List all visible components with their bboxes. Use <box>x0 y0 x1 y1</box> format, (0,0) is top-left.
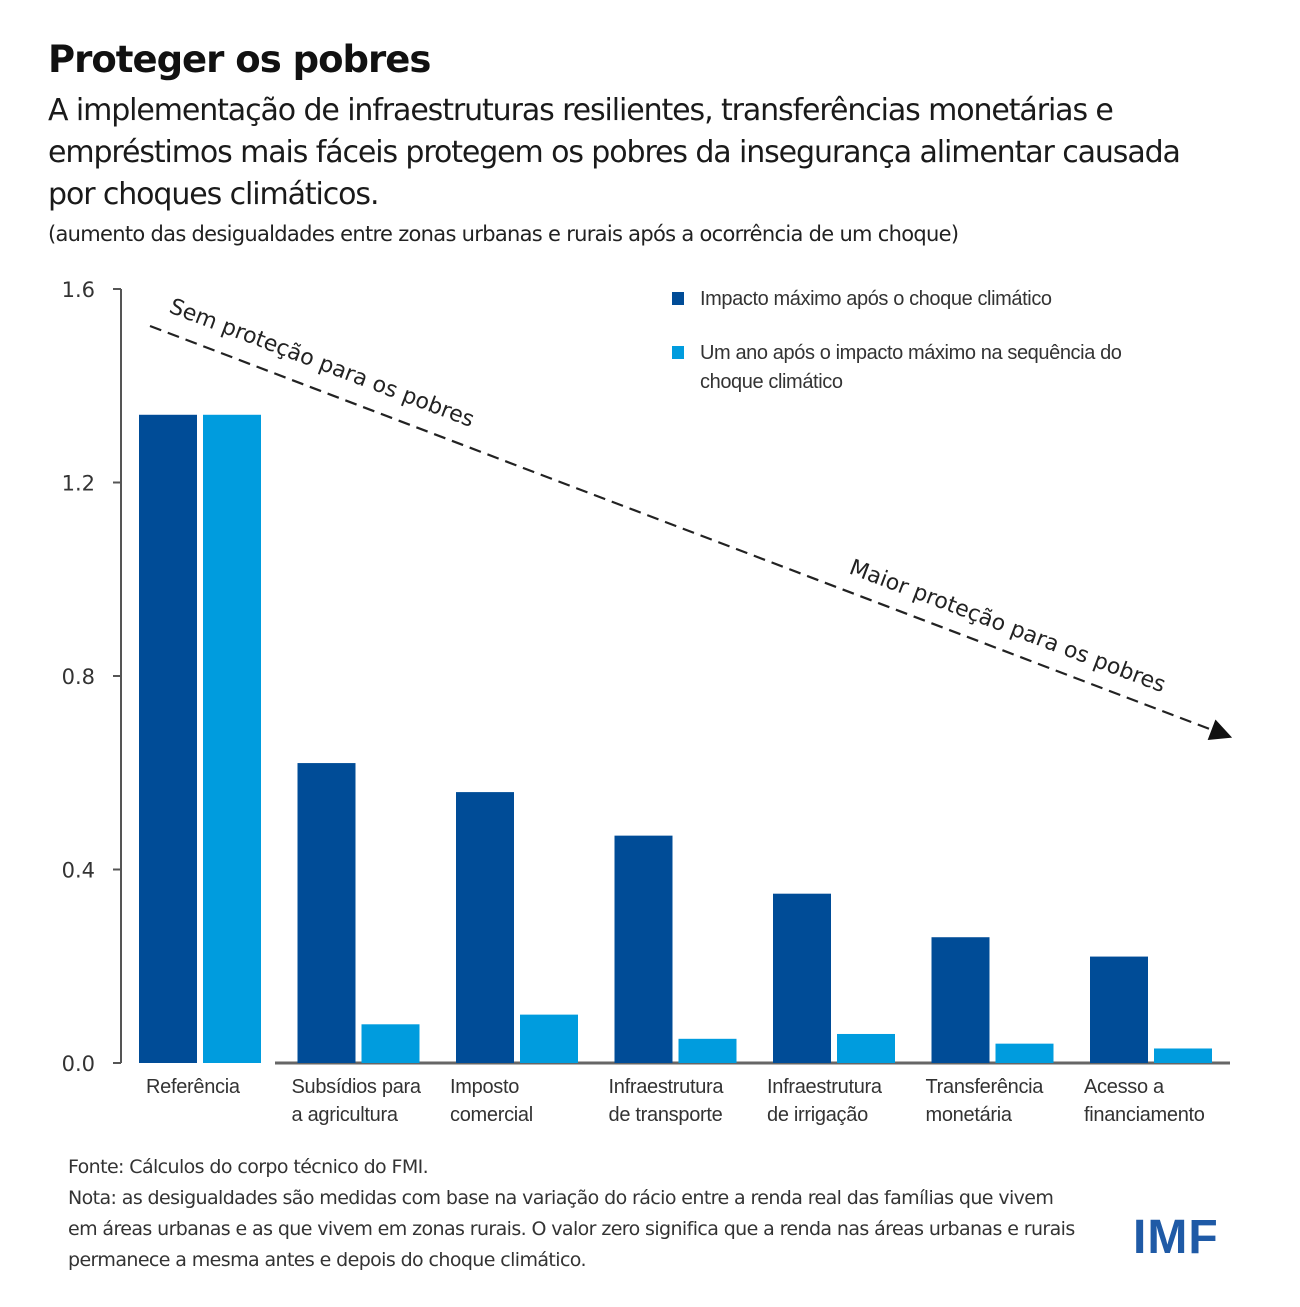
y-tick-label: 1.6 <box>62 278 95 302</box>
x-tick-label: Subsídios para a agricultura <box>292 1076 422 1126</box>
bar-peak-impact <box>139 414 197 1063</box>
bar-one-year-after <box>995 1043 1054 1063</box>
bar-one-year-after <box>837 1033 895 1063</box>
imf-logo: IMF <box>1133 1211 1219 1264</box>
x-tick-label: Infraestrutura de transporte <box>609 1076 725 1126</box>
bar-peak-impact <box>773 893 831 1063</box>
x-tick-label: Infraestrutura de irrigação <box>767 1076 883 1126</box>
x-tick-label: Transferência monetária <box>926 1076 1045 1126</box>
bar-peak-impact <box>1090 956 1148 1063</box>
bar-one-year-after <box>361 1024 420 1063</box>
chart-subtitle: A implementação de infraestruturas resil… <box>48 93 1181 212</box>
bar-peak-impact <box>614 835 673 1063</box>
bars <box>139 414 1212 1063</box>
bar-peak-impact <box>456 792 514 1063</box>
bar-peak-impact <box>297 763 356 1063</box>
dashed-arrow-line <box>149 324 1233 741</box>
bar-one-year-after <box>678 1038 737 1063</box>
chart-units-note: (aumento das desigualdades entre zonas u… <box>48 222 959 246</box>
arrow-start-label: Sem proteção para os pobres <box>166 294 478 433</box>
legend: Impacto máximo após o choque climático Um… <box>672 288 1122 393</box>
methodology-note: Nota: as desigualdades são medidas com b… <box>68 1187 1075 1271</box>
y-tick-label: 0.0 <box>62 1052 95 1076</box>
bar-one-year-after <box>520 1014 578 1063</box>
bar-chart: 0.0 0.4 0.8 1.2 1.6 Referência Subsídios para… <box>62 278 1233 1126</box>
legend-label: Um ano após o impacto máximo na sequênci… <box>700 342 1122 393</box>
x-tick-label: Referência <box>146 1076 241 1098</box>
x-tick-labels: Referência Subsídios para a agricultura Imp… <box>146 1076 1205 1126</box>
legend-label: Impacto máximo após o choque climático <box>700 288 1052 310</box>
bar-one-year-after <box>203 414 261 1063</box>
axes: 0.0 0.4 0.8 1.2 1.6 <box>62 278 1230 1076</box>
x-tick-label: Imposto comercial <box>450 1076 533 1126</box>
bar-one-year-after <box>1154 1048 1212 1063</box>
arrow-end-label: Maior proteção para os pobres <box>846 555 1169 698</box>
legend-swatch <box>672 292 684 305</box>
bar-peak-impact <box>931 937 990 1063</box>
source-note: Fonte: Cálculos do corpo técnico do FMI. <box>68 1156 429 1178</box>
footer: Fonte: Cálculos do corpo técnico do FMI.… <box>68 1152 1078 1276</box>
chart-title: Proteger os pobres <box>48 38 431 81</box>
legend-swatch <box>672 346 684 359</box>
y-tick-label: 0.4 <box>62 859 95 883</box>
x-tick-label: Acesso a financiamento <box>1084 1076 1205 1126</box>
y-tick-label: 1.2 <box>62 472 95 496</box>
y-tick-label: 0.8 <box>62 665 95 689</box>
